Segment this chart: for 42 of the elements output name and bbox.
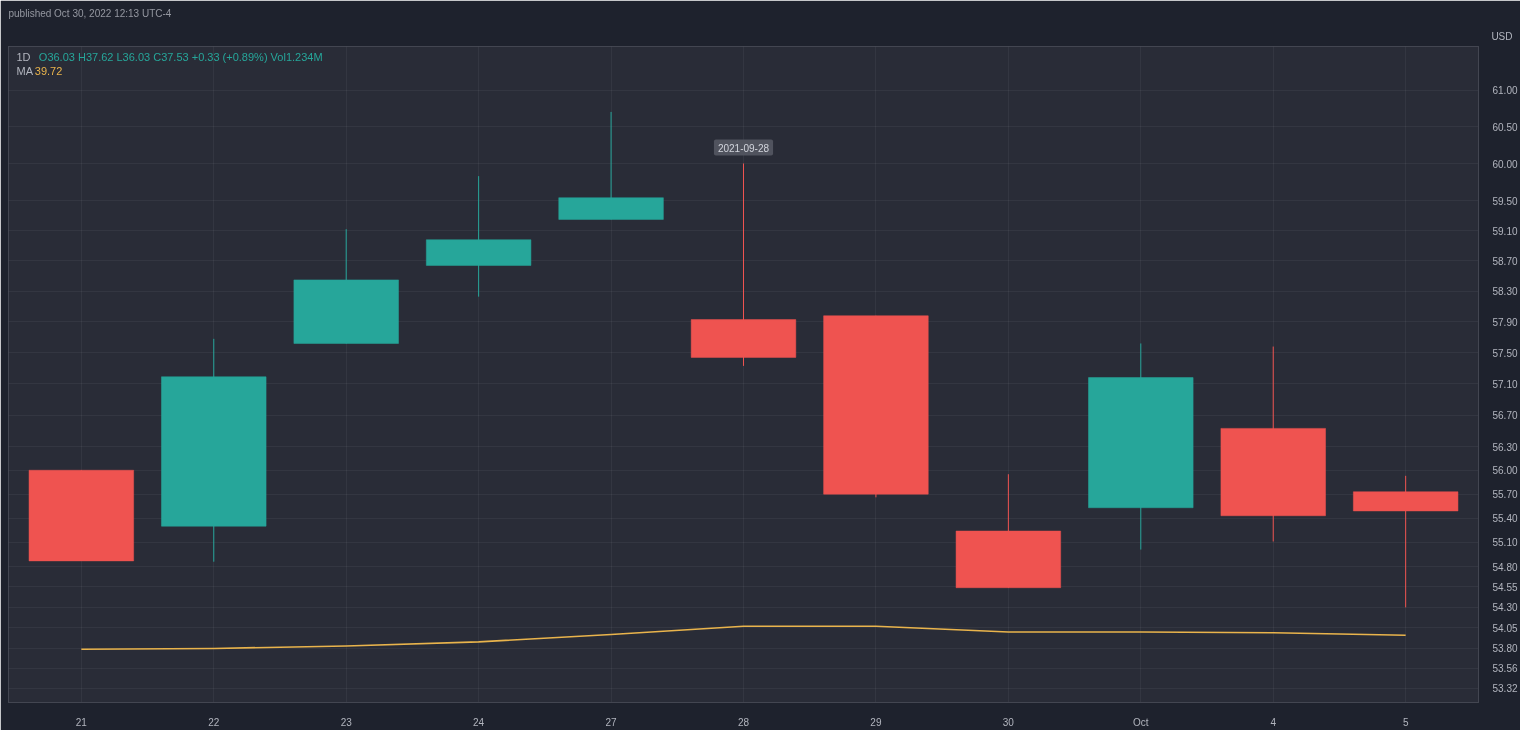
y-tick-label: 56.00 [1492,465,1518,477]
y-tick-label: 60.00 [1492,158,1518,170]
y-tick-label: 56.30 [1492,441,1518,453]
y-tick-label: 58.70 [1492,255,1518,267]
x-tick-label: 29 [870,716,882,728]
y-tick-label: 61.00 [1492,85,1518,97]
y-tick-label: 54.30 [1492,602,1518,614]
y-tick-label: 54.55 [1492,581,1518,593]
y-tick-label: 58.30 [1492,286,1518,298]
x-tick-label: 30 [1002,716,1015,728]
x-tick-label: Oct [1133,716,1149,728]
y-tick-label: 59.50 [1492,195,1518,207]
line-series [80,625,1407,651]
y-tick-label: 55.40 [1492,513,1518,525]
y-tick-label: 57.90 [1492,316,1518,328]
y-tick-label: 53.80 [1492,643,1518,655]
chart-title: 1D [16,50,31,63]
y-tick-label: 56.70 [1492,410,1518,422]
y-tick-label: 60.50 [1492,121,1518,133]
y-tick-label: 53.32 [1492,683,1518,695]
annotation: O36.03 H37.62 L36.03 C37.53 +0.33 (+0.89%) Vol1.234M [38,50,323,63]
x-tick-label: 24 [473,716,485,728]
x-tick-label: 4 [1270,716,1277,728]
y-tick-label: 57.10 [1492,378,1518,390]
annotation: 39.72 [34,64,63,77]
y-tick-label: 54.05 [1492,622,1518,634]
x-tick-label: 22 [208,716,220,728]
y-tick-label: 55.70 [1492,489,1518,501]
text: published Oct 30, 2022 12:13 UTC-4 [8,7,172,19]
y-axis-title: USD [1491,30,1513,42]
x-tick-label: 5 [1402,716,1409,728]
x-tick-label: 23 [340,716,353,728]
annotation: 2021-09-28 [717,142,770,154]
y-tick-label: 55.10 [1492,537,1518,549]
y-tick-label: 59.10 [1492,225,1518,237]
y-tick-label: 57.50 [1492,347,1518,359]
x-tick-label: 21 [75,716,88,728]
text: MA [16,64,34,77]
x-tick-label: 28 [737,716,750,728]
y-tick-label: 53.56 [1492,663,1518,675]
y-tick-label: 54.80 [1492,561,1518,573]
x-tick-label: 27 [605,716,618,728]
